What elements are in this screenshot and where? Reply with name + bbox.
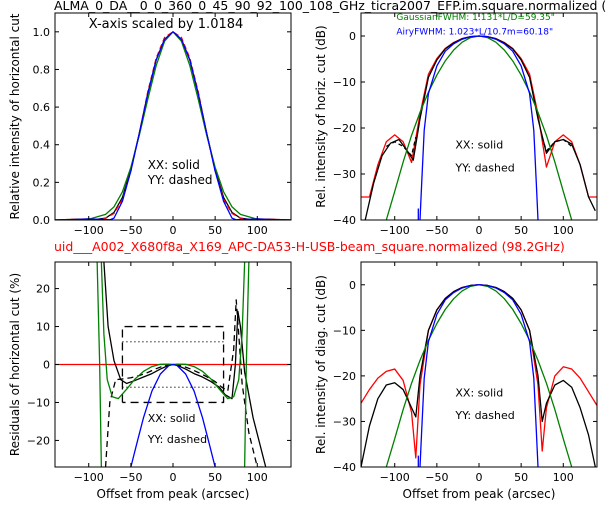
x-tick-label: −50 xyxy=(425,224,448,237)
annotation-text: YY: dashed xyxy=(454,162,514,175)
x-axis-label: Offset from peak (arcsec) xyxy=(403,487,556,501)
y-tick-label: 20 xyxy=(36,283,50,296)
chart-bottom-right: −100 −50 0 50 100 0 −10 −20 −30 −40 Rel. intensity… xyxy=(314,261,598,501)
plot-area xyxy=(55,262,291,467)
axes-frame xyxy=(360,261,598,468)
x-tick-label: 0 xyxy=(170,224,177,237)
y-tick-label: 0.4 xyxy=(33,139,51,152)
series-line-4 xyxy=(385,35,573,220)
annotation-text: X-axis scaled by 1.0184 xyxy=(89,17,244,32)
y-tick-label: −20 xyxy=(333,370,356,383)
x-tick-label: −100 xyxy=(380,224,410,237)
axes-frame xyxy=(360,12,598,221)
series-line-0 xyxy=(55,31,291,220)
series-line-3 xyxy=(419,284,539,467)
series-line-1 xyxy=(121,325,225,404)
x-tick-label: −50 xyxy=(119,471,142,484)
annotation-text: XX: solid xyxy=(148,412,196,425)
x-axis-label: Offset from peak (arcsec) xyxy=(97,487,250,501)
y-tick-label: 0.6 xyxy=(33,101,51,114)
x-tick-label: 100 xyxy=(553,224,574,237)
y-axis-label: Residuals of horizontal cut (%) xyxy=(8,273,22,456)
series-line-5 xyxy=(104,299,266,467)
y-tick-label: 0.2 xyxy=(33,176,51,189)
x-tick-label: 100 xyxy=(247,471,268,484)
y-tick-label: −30 xyxy=(333,415,356,428)
series-line-1 xyxy=(361,284,596,467)
x-tick-label: 100 xyxy=(247,224,268,237)
x-tick-label: −100 xyxy=(74,224,104,237)
annotation-text: GaussianFWHM: 1.131*L/D=59.35" xyxy=(396,13,554,23)
y-axis-label: Relative intensity of horizontal cut xyxy=(8,13,22,219)
x-tick-label: −100 xyxy=(74,471,104,484)
x-tick-label: 0 xyxy=(476,224,483,237)
series-line-9 xyxy=(130,363,216,467)
annotation-text: AiryFWHM: 1.023*L/10.7m=60.18" xyxy=(396,28,553,38)
y-tick-label: −10 xyxy=(333,324,356,337)
y-tick-label: 0 xyxy=(43,359,50,372)
axes-frame xyxy=(54,12,292,221)
annotation-text: XX: solid xyxy=(455,139,503,152)
y-tick-label: −20 xyxy=(27,434,50,447)
x-tick-label: 50 xyxy=(514,471,528,484)
x-tick-label: 0 xyxy=(476,471,483,484)
series-line-1 xyxy=(364,35,596,220)
annotation-text: YY: dashed xyxy=(147,173,213,187)
plot-area xyxy=(361,35,597,220)
x-tick-label: −100 xyxy=(380,471,410,484)
y-tick-label: −10 xyxy=(333,76,356,89)
y-tick-label: 0.0 xyxy=(33,214,51,227)
series-line-3 xyxy=(55,31,291,220)
series-line-2 xyxy=(55,31,291,220)
plot-area xyxy=(361,284,597,467)
figure-middle-title: uid___A002_X680f8a_X169_APC-DA53-H-USB-b… xyxy=(54,239,565,254)
series-line-5 xyxy=(419,35,539,220)
y-axis-label: Rel. intensity of horiz. cut (dB) xyxy=(314,25,328,207)
x-tick-label: 0 xyxy=(170,471,177,484)
y-tick-label: 0 xyxy=(349,279,356,292)
y-tick-label: −10 xyxy=(27,396,50,409)
annotation-text: XX: solid xyxy=(148,158,200,172)
series-line-4 xyxy=(103,262,267,467)
x-tick-label: −50 xyxy=(425,471,448,484)
series-line-7 xyxy=(96,262,103,467)
chart-top-left: −100 −50 0 50 100 0.0 0.2 0.4 0.6 0.8 1.0 Relative … xyxy=(8,12,292,237)
chart-top-right: −100 −50 0 50 100 0 −10 −20 −30 −40 Rel. intensity… xyxy=(314,12,598,237)
x-tick-label: −50 xyxy=(119,224,142,237)
series-line-8 xyxy=(243,262,250,467)
y-tick-label: −40 xyxy=(333,461,356,474)
y-tick-label: −20 xyxy=(333,122,356,135)
y-tick-label: −30 xyxy=(333,168,356,181)
y-tick-label: 1.0 xyxy=(33,26,51,39)
series-line-3 xyxy=(541,137,573,152)
figure-top-title: ALMA_0_DA__0_0_360_0_45_90_92_100_108_GH… xyxy=(54,0,606,13)
plot-area xyxy=(55,31,291,220)
annotation-text: YY: dashed xyxy=(147,433,207,446)
y-tick-label: 10 xyxy=(36,321,50,334)
y-axis-label: Rel. intensity of diag. cut (dB) xyxy=(314,275,328,454)
series-line-2 xyxy=(385,137,417,157)
y-tick-label: −40 xyxy=(333,214,356,227)
y-tick-label: 0 xyxy=(349,30,356,43)
x-tick-label: 50 xyxy=(208,224,222,237)
x-tick-label: 50 xyxy=(208,471,222,484)
y-tick-label: 0.8 xyxy=(33,63,51,76)
x-tick-label: 100 xyxy=(553,471,574,484)
annotation-text: XX: solid xyxy=(455,386,503,399)
annotation-text: YY: dashed xyxy=(454,409,514,422)
x-tick-label: 50 xyxy=(514,224,528,237)
series-line-1 xyxy=(55,31,291,220)
